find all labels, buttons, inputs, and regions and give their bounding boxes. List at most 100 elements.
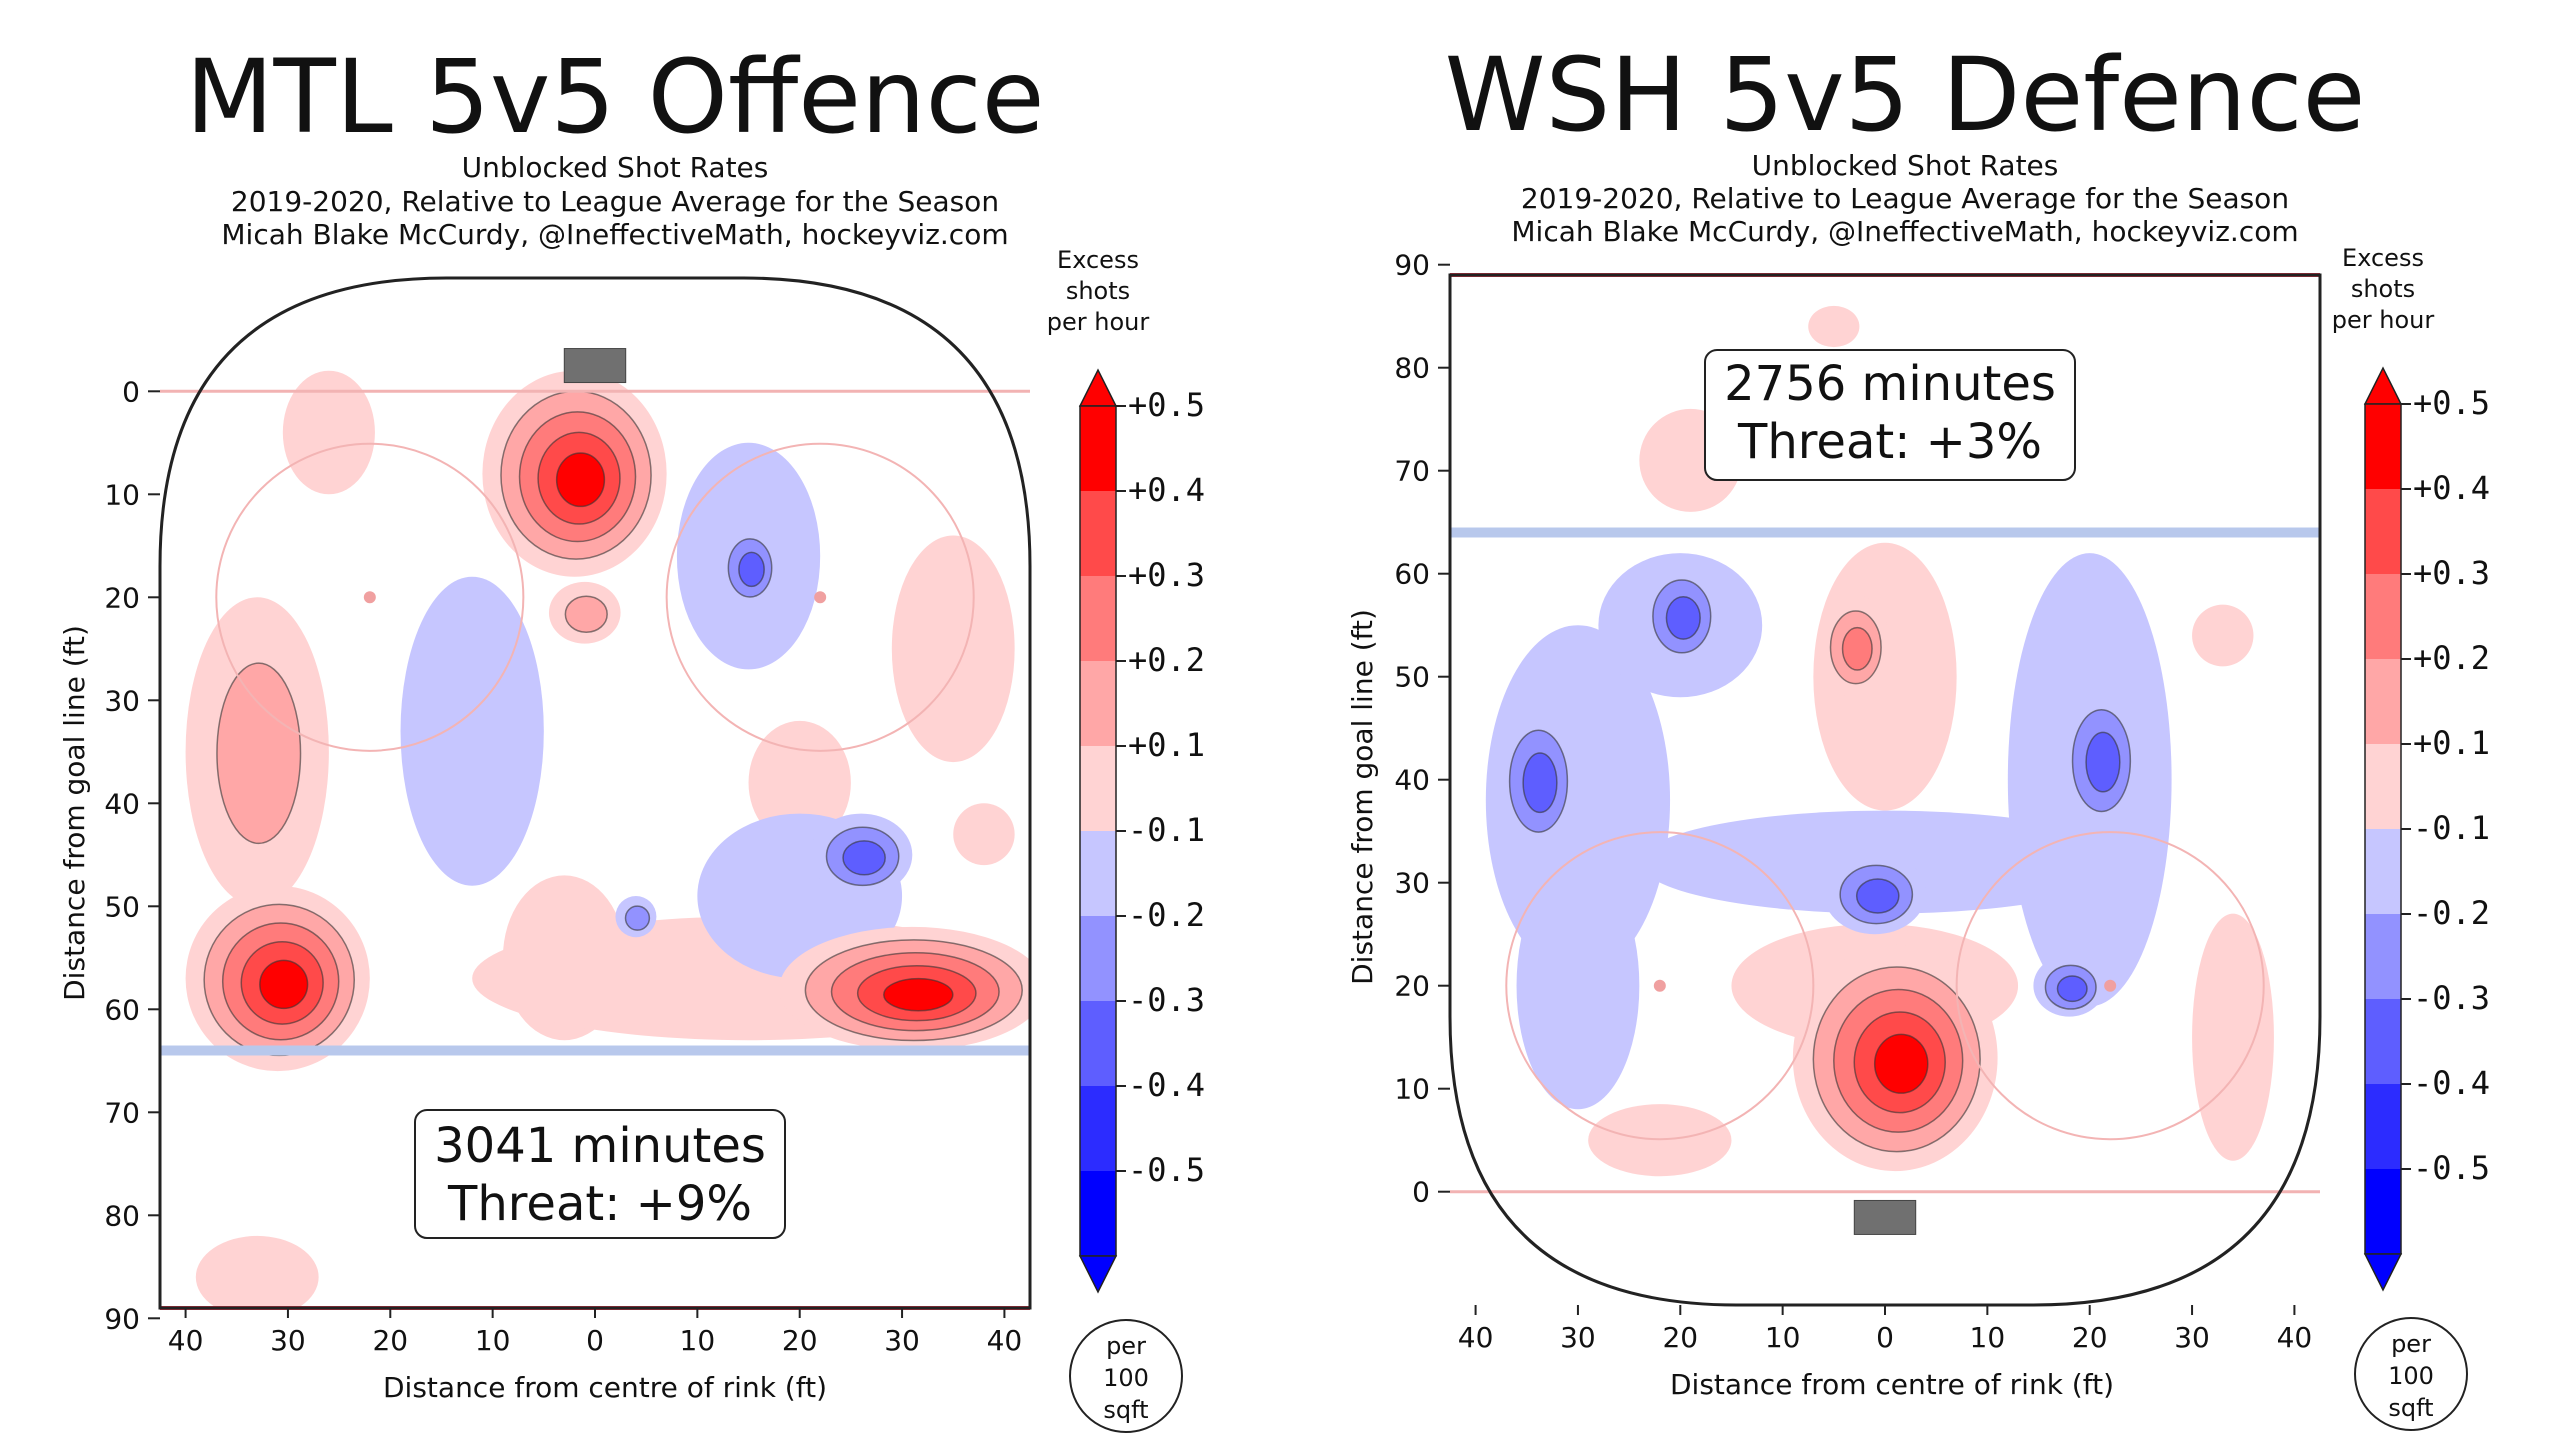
y-tick-label: 20 bbox=[104, 581, 140, 614]
colorbar-band bbox=[2365, 574, 2401, 659]
faceoff-dot-right bbox=[814, 591, 827, 604]
heatmap-blob-11 bbox=[953, 803, 1015, 866]
colorbar-band bbox=[2365, 659, 2401, 744]
colorbar-band bbox=[1080, 831, 1116, 916]
chart-subtitle-2: 2019-2020, Relative to League Average fo… bbox=[1521, 182, 2289, 215]
faceoff-dot-left bbox=[1653, 979, 1666, 992]
annotation-box: 2756 minutes Threat: +3% bbox=[1704, 349, 2076, 481]
heatmap-blob-14 bbox=[1823, 851, 1926, 935]
colorbar-band bbox=[2365, 1169, 2401, 1254]
y-tick-label: 10 bbox=[104, 478, 140, 511]
x-tick-label: 10 bbox=[1765, 1321, 1801, 1354]
heatmap-blob-0 bbox=[482, 370, 667, 577]
chart-subtitle-1: Unblocked Shot Rates bbox=[462, 151, 769, 184]
colorbar-band bbox=[1080, 1001, 1116, 1086]
colorbar-band bbox=[1080, 746, 1116, 831]
goal-net bbox=[563, 348, 627, 384]
wsh-defence-panel: WSH 5v5 Defence Unblocked Shot Rates 201… bbox=[1346, 36, 2365, 1401]
colorbar-band bbox=[2365, 914, 2401, 999]
y-tick-label: 80 bbox=[104, 1199, 140, 1232]
colorbar-unit-badge bbox=[1069, 1319, 1183, 1433]
heatmap-area bbox=[185, 370, 1030, 1308]
heatmap-blob-11 bbox=[1639, 563, 1722, 667]
x-tick-label: 10 bbox=[1970, 1321, 2006, 1354]
y-tick-label: 50 bbox=[104, 890, 140, 923]
x-tick-label: 10 bbox=[680, 1324, 716, 1357]
x-tick-label: 40 bbox=[1458, 1321, 1494, 1354]
x-tick-label: 20 bbox=[1662, 1321, 1698, 1354]
y-tick-label: 40 bbox=[104, 787, 140, 820]
heatmap-area bbox=[1485, 305, 2274, 1177]
colorbar-tick-label: +0.2 bbox=[1128, 641, 1205, 679]
y-tick-label: 60 bbox=[1394, 558, 1430, 591]
colorbar-tick-label: +0.3 bbox=[1128, 556, 1205, 594]
heatmap-blob-6 bbox=[2192, 913, 2274, 1161]
colorbar-tick-label: -0.1 bbox=[2413, 809, 2490, 847]
heatmap-blob-16 bbox=[2059, 687, 2141, 832]
annotation-threat: Threat: +3% bbox=[1737, 414, 2042, 470]
x-axis-ticks: 40 30 20 10 0 10 20 30 40 bbox=[1458, 1305, 2312, 1354]
heatmap-blob-8 bbox=[748, 720, 851, 845]
x-tick-label: 40 bbox=[2277, 1321, 2313, 1354]
y-tick-label: 60 bbox=[104, 993, 140, 1026]
colorbar: Excess shots per hour +0.5 +0.4 +0.3 +0.2 +0.1 -… bbox=[1047, 246, 1205, 1433]
rink-boards bbox=[1448, 273, 2322, 1307]
annotation-minutes: 3041 minutes bbox=[434, 1118, 766, 1174]
y-axis-label: Distance from goal line (ft) bbox=[58, 625, 91, 1001]
faceoff-circle-left bbox=[1505, 831, 1815, 1141]
y-tick-label: 90 bbox=[104, 1302, 140, 1335]
heatmap-blob-18 bbox=[1516, 862, 1640, 1110]
colorbar-tick-label: -0.2 bbox=[2413, 894, 2490, 932]
faceoff-circle-left bbox=[215, 442, 525, 752]
y-tick-label: 50 bbox=[1394, 661, 1430, 694]
x-tick-label: 0 bbox=[1876, 1321, 1894, 1354]
heatmap-blob-17 bbox=[615, 896, 657, 938]
y-axis-ticks: 0 10 20 30 40 50 60 70 80 90 bbox=[104, 375, 160, 1335]
colorbar-band bbox=[2365, 829, 2401, 914]
annotation-box: 3041 minutes Threat: +9% bbox=[414, 1109, 786, 1239]
y-tick-label: 0 bbox=[1412, 1176, 1430, 1209]
y-tick-label: 90 bbox=[1394, 249, 1430, 282]
x-tick-label: 20 bbox=[372, 1324, 408, 1357]
colorbar-band bbox=[1080, 406, 1116, 491]
x-tick-label: 30 bbox=[270, 1324, 306, 1357]
y-tick-label: 10 bbox=[1394, 1073, 1430, 1106]
chart-subtitle-3: Micah Blake McCurdy, @IneffectiveMath, h… bbox=[1511, 215, 2298, 248]
chart-title: MTL 5v5 Offence bbox=[186, 38, 1045, 157]
colorbar-title: shots bbox=[2351, 275, 2415, 303]
colorbar-unit-label: per bbox=[2391, 1330, 2431, 1358]
heatmap-blob-8 bbox=[1808, 305, 1860, 348]
rink-boards bbox=[158, 276, 1032, 1310]
colorbar: Excess shots per hour +0.5 +0.4 +0.3 +0.2 +0.1 -… bbox=[2332, 244, 2490, 1431]
x-axis-ticks: 40 30 20 10 0 10 20 30 40 bbox=[168, 1308, 1022, 1357]
colorbar-title: shots bbox=[1066, 277, 1130, 305]
heatmap-blob-2 bbox=[282, 370, 375, 495]
chart-subtitle-1: Unblocked Shot Rates bbox=[1752, 149, 2059, 182]
y-tick-label: 70 bbox=[104, 1096, 140, 1129]
colorbar-unit-label: 100 bbox=[1103, 1364, 1149, 1392]
colorbar-title: Excess bbox=[2342, 244, 2424, 272]
heatmap-blob-7 bbox=[891, 535, 1015, 763]
colorbar-band bbox=[2365, 489, 2401, 574]
colorbar-unit-label: 100 bbox=[2388, 1362, 2434, 1390]
x-tick-label: 20 bbox=[782, 1324, 818, 1357]
colorbar-tick-label: -0.3 bbox=[2413, 979, 2490, 1017]
y-axis-label: Distance from goal line (ft) bbox=[1346, 609, 1379, 985]
heatmap-blob-1 bbox=[548, 581, 621, 644]
colorbar-tick-label: +0.2 bbox=[2413, 639, 2490, 677]
colorbar-tick-label: +0.4 bbox=[1128, 471, 1205, 509]
colorbar-tick-label: +0.3 bbox=[2413, 554, 2490, 592]
colorbar-band bbox=[2365, 999, 2401, 1084]
annotation-threat: Threat: +9% bbox=[447, 1176, 752, 1232]
x-axis-label: Distance from centre of rink (ft) bbox=[383, 1371, 827, 1404]
colorbar-extend-bottom bbox=[2363, 1253, 2403, 1292]
colorbar-extend-top bbox=[2363, 366, 2403, 405]
heatmap-blob-3 bbox=[185, 885, 370, 1072]
colorbar-band bbox=[1080, 491, 1116, 576]
y-axis-ticks: 0 10 20 30 40 50 60 70 80 90 bbox=[1394, 249, 1450, 1209]
y-tick-label: 0 bbox=[122, 375, 140, 408]
colorbar-unit-badge bbox=[2354, 1317, 2468, 1431]
colorbar-band bbox=[1080, 916, 1116, 1001]
colorbar-tick-label: -0.5 bbox=[2413, 1149, 2490, 1187]
